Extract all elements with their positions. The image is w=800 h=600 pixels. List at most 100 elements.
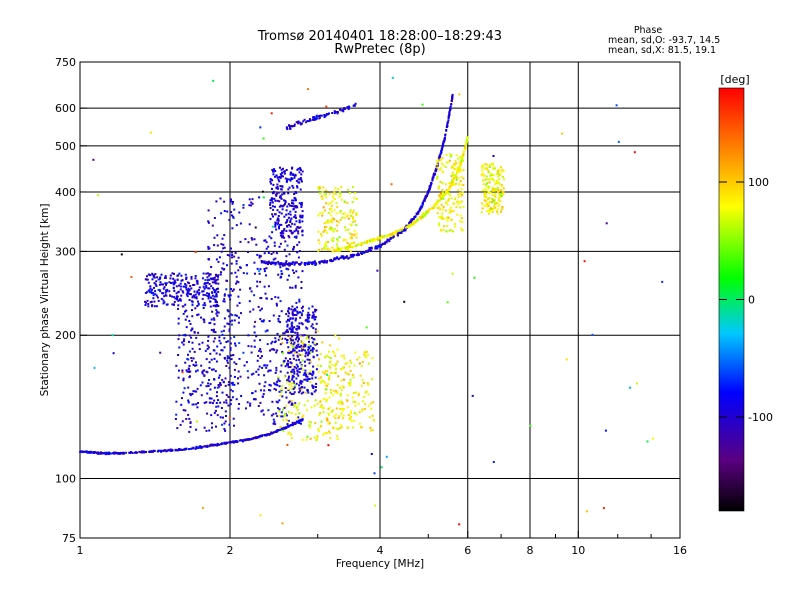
data-point xyxy=(247,334,250,337)
data-point xyxy=(272,208,275,211)
data-point xyxy=(452,230,454,233)
data-point xyxy=(330,238,333,241)
data-point xyxy=(321,371,324,374)
data-point xyxy=(231,251,233,254)
data-point xyxy=(120,451,122,454)
data-point xyxy=(224,442,227,445)
data-point xyxy=(451,182,453,185)
data-point xyxy=(322,206,325,209)
data-point xyxy=(130,276,133,278)
data-point xyxy=(318,414,321,417)
data-point xyxy=(499,166,502,169)
data-point xyxy=(259,309,262,312)
data-point xyxy=(329,389,332,391)
data-point xyxy=(206,445,209,448)
data-point xyxy=(229,403,232,406)
data-point xyxy=(280,174,283,177)
data-point xyxy=(298,241,301,244)
data-point xyxy=(272,251,275,254)
data-point xyxy=(287,432,289,435)
colorbar-tick-label: 0 xyxy=(748,294,755,307)
data-point xyxy=(455,182,457,185)
data-point xyxy=(233,424,235,427)
data-point xyxy=(440,147,443,150)
data-point xyxy=(293,405,296,408)
data-point xyxy=(464,146,467,149)
data-point xyxy=(261,355,263,358)
data-point xyxy=(251,392,254,394)
data-point xyxy=(271,192,274,195)
data-point xyxy=(425,212,428,215)
data-point xyxy=(152,275,155,278)
data-point xyxy=(196,406,199,409)
data-point xyxy=(339,368,342,371)
data-point xyxy=(319,406,322,409)
data-point xyxy=(351,396,354,399)
data-point xyxy=(333,112,336,115)
data-point xyxy=(286,225,289,228)
data-point xyxy=(298,250,301,253)
data-point xyxy=(233,383,236,386)
data-point xyxy=(254,272,256,275)
data-point xyxy=(215,312,218,315)
data-point xyxy=(330,260,333,263)
data-point xyxy=(280,415,283,418)
data-point xyxy=(274,213,276,216)
y-tick-label: 400 xyxy=(55,186,76,199)
data-point xyxy=(298,263,300,265)
data-point xyxy=(495,188,498,191)
data-point xyxy=(323,372,326,375)
data-point xyxy=(295,344,298,347)
data-point xyxy=(306,371,309,374)
data-point xyxy=(278,205,281,208)
data-point xyxy=(185,369,188,372)
data-point xyxy=(303,386,306,389)
data-point xyxy=(186,315,189,318)
data-point xyxy=(235,262,238,265)
data-point xyxy=(325,196,328,198)
data-point xyxy=(297,391,300,394)
data-point xyxy=(448,113,451,116)
data-point xyxy=(273,168,276,171)
data-point xyxy=(178,369,180,372)
data-point xyxy=(295,227,298,230)
data-point xyxy=(322,186,325,189)
data-point xyxy=(302,334,305,337)
data-point xyxy=(246,272,249,275)
data-point xyxy=(309,119,312,122)
data-point xyxy=(459,169,462,172)
data-point xyxy=(416,219,419,222)
data-point xyxy=(214,281,217,284)
data-point xyxy=(224,429,227,432)
data-point xyxy=(295,180,298,182)
data-point xyxy=(330,227,333,230)
data-point xyxy=(445,217,448,220)
data-point xyxy=(322,433,325,436)
data-point xyxy=(410,221,412,224)
data-point xyxy=(315,349,318,352)
data-point xyxy=(208,292,210,295)
data-point xyxy=(354,404,357,407)
data-point xyxy=(311,347,314,350)
data-point xyxy=(420,205,423,208)
data-point xyxy=(306,375,309,378)
data-point xyxy=(300,367,303,370)
data-point xyxy=(231,390,234,393)
data-point xyxy=(368,249,371,252)
data-point xyxy=(209,397,212,400)
data-point xyxy=(215,405,218,408)
data-point xyxy=(194,307,197,310)
data-point xyxy=(421,103,424,106)
data-point xyxy=(294,421,297,424)
data-point xyxy=(108,452,110,455)
data-point xyxy=(315,322,318,325)
data-point xyxy=(389,238,392,240)
data-point xyxy=(300,334,303,337)
data-point xyxy=(290,388,293,391)
data-point xyxy=(231,441,234,443)
data-point xyxy=(177,376,180,379)
data-point xyxy=(284,170,286,173)
data-point xyxy=(206,347,209,350)
data-point xyxy=(170,282,172,284)
data-point xyxy=(503,178,505,181)
